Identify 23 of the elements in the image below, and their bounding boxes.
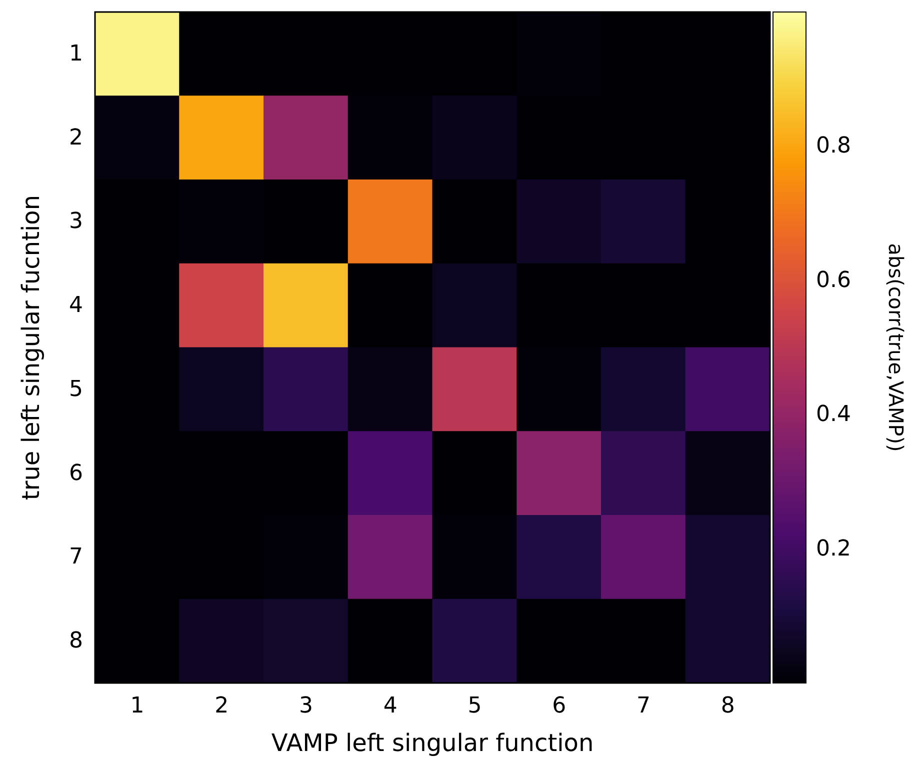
y-tick-label: 1 [69,41,83,66]
y-tick-label: 7 [69,544,83,570]
x-tick-label: 7 [636,694,650,718]
x-tick-label: 5 [468,694,482,718]
color-bar-label: 0.4 [816,402,851,428]
x-tick-label: 4 [383,694,398,718]
y-tick-label: 3 [69,209,83,234]
color-bar-title: abs(corr(true,VAMP)) [884,243,908,452]
y-tick-label: 8 [69,628,83,654]
y-tick-label: 2 [69,125,83,150]
x-tick-label: 2 [214,694,229,718]
color-bar-label: 0.2 [816,536,851,562]
x-tick-label: 3 [298,694,313,718]
y-axis-title: true left singular fucntion [17,194,45,500]
y-tick-label: 4 [69,293,83,318]
x-tick-label: 8 [720,694,735,718]
color-bar-label: 0.6 [816,268,851,293]
y-tick-label: 5 [69,376,83,402]
x-tick-label: 6 [552,694,566,718]
color-bar-label: 0.8 [816,134,851,159]
y-tick-label: 6 [69,460,83,486]
x-axis-title: VAMP left singular function [271,729,594,757]
x-tick-label: 1 [130,694,144,718]
